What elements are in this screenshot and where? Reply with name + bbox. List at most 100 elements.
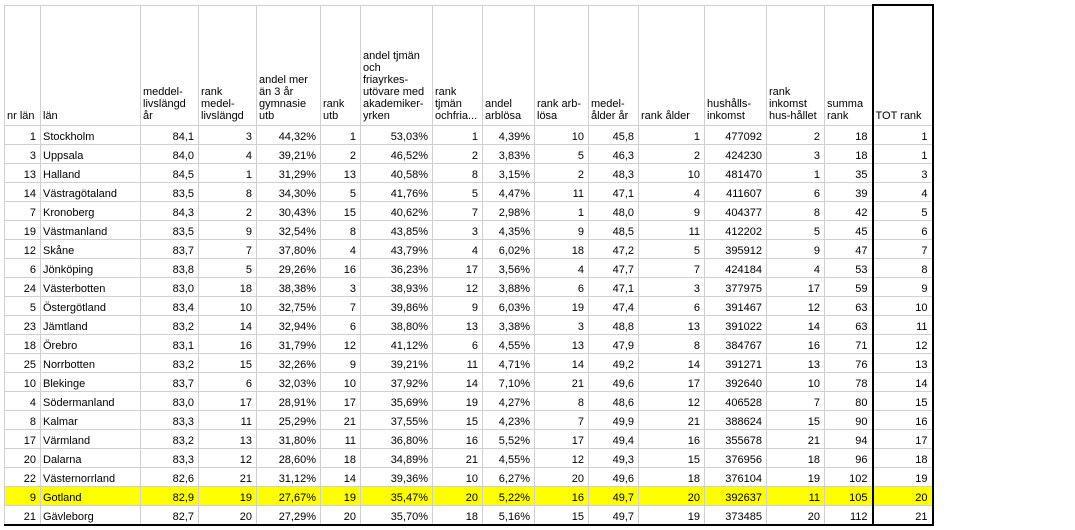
cell: 7 <box>199 239 257 258</box>
cell: Västragötaland <box>41 182 141 201</box>
cell: 13 <box>5 163 41 182</box>
cell: 3 <box>5 144 41 163</box>
cell: 83,2 <box>141 429 199 448</box>
cell: 20 <box>767 505 825 525</box>
cell: 84,5 <box>141 163 199 182</box>
cell: 18 <box>321 448 361 467</box>
cell: 6 <box>5 258 41 277</box>
cell: 43,85% <box>361 220 433 239</box>
table-row: 23Jämtland83,21432,94%638,80%133,38%348,… <box>5 315 933 334</box>
cell: 43,79% <box>361 239 433 258</box>
cell: 13 <box>535 334 589 353</box>
cell: 83,4 <box>141 296 199 315</box>
cell: 9 <box>535 220 589 239</box>
cell: 8 <box>199 182 257 201</box>
cell: 83,1 <box>141 334 199 353</box>
cell: 17 <box>873 429 933 448</box>
cell: 1 <box>321 125 361 144</box>
cell: 40,58% <box>361 163 433 182</box>
cell: 18 <box>433 505 483 525</box>
cell: 3 <box>535 315 589 334</box>
table-row: 10Blekinge83,7632,03%1037,92%147,10%2149… <box>5 372 933 391</box>
cell: 18 <box>199 277 257 296</box>
table-row: 20Dalarna83,31228,60%1834,89%214,55%1249… <box>5 448 933 467</box>
col-header: län <box>41 5 141 125</box>
cell: 112 <box>825 505 873 525</box>
cell: 17 <box>639 372 705 391</box>
cell: 1 <box>199 163 257 182</box>
cell: 8 <box>873 258 933 277</box>
cell: 28,91% <box>257 391 321 410</box>
cell: 14 <box>535 353 589 372</box>
cell: 20 <box>5 448 41 467</box>
cell: 83,5 <box>141 220 199 239</box>
col-header: andel arblösa <box>483 5 535 125</box>
cell: 373485 <box>705 505 767 525</box>
cell: 6 <box>199 372 257 391</box>
cell: 4 <box>535 258 589 277</box>
cell: 19 <box>199 486 257 505</box>
cell: 8 <box>321 220 361 239</box>
cell: 3 <box>199 125 257 144</box>
cell: 36,23% <box>361 258 433 277</box>
cell: 27,67% <box>257 486 321 505</box>
cell: 4 <box>321 239 361 258</box>
col-header: summa rank <box>825 5 873 125</box>
cell: 1 <box>535 201 589 220</box>
cell: Jönköping <box>41 258 141 277</box>
cell: 39,21% <box>257 144 321 163</box>
cell: 37,55% <box>361 410 433 429</box>
cell: 18 <box>639 467 705 486</box>
cell: 4,23% <box>483 410 535 429</box>
cell: 82,7 <box>141 505 199 525</box>
cell: 17 <box>199 391 257 410</box>
cell: 7 <box>873 239 933 258</box>
table-row: 17Värmland83,21331,80%1136,80%165,52%174… <box>5 429 933 448</box>
cell: 35,69% <box>361 391 433 410</box>
cell: Östergötland <box>41 296 141 315</box>
cell: 38,93% <box>361 277 433 296</box>
cell: 391022 <box>705 315 767 334</box>
cell: 12 <box>767 296 825 315</box>
cell: 18 <box>825 144 873 163</box>
cell: 1 <box>767 163 825 182</box>
cell: 90 <box>825 410 873 429</box>
cell: 392637 <box>705 486 767 505</box>
cell: 47,4 <box>589 296 639 315</box>
cell: 38,38% <box>257 277 321 296</box>
cell: 15 <box>873 391 933 410</box>
table-row: 8Kalmar83,31125,29%2137,55%154,23%749,92… <box>5 410 933 429</box>
cell: 39,86% <box>361 296 433 315</box>
cell: 83,7 <box>141 372 199 391</box>
cell: 9 <box>639 201 705 220</box>
cell: Örebro <box>41 334 141 353</box>
table-row: 4Södermanland83,01728,91%1735,69%194,27%… <box>5 391 933 410</box>
cell: 5 <box>873 201 933 220</box>
cell: 25 <box>5 353 41 372</box>
cell: 10 <box>639 163 705 182</box>
cell: 4 <box>433 239 483 258</box>
cell: 48,0 <box>589 201 639 220</box>
cell: 19 <box>433 391 483 410</box>
cell: 21 <box>199 467 257 486</box>
cell: 49,3 <box>589 448 639 467</box>
cell: 12 <box>639 391 705 410</box>
cell: 49,9 <box>589 410 639 429</box>
cell: 4,55% <box>483 334 535 353</box>
cell: Västernorrland <box>41 467 141 486</box>
header-row: nr länlänmeddel-livslängd årrank medel-l… <box>5 5 933 125</box>
cell: Gotland <box>41 486 141 505</box>
cell: 35,70% <box>361 505 433 525</box>
table-row: 7Kronoberg84,3230,43%1540,62%72,98%148,0… <box>5 201 933 220</box>
cell: 25,29% <box>257 410 321 429</box>
table-row: 24Västerbotten83,01838,38%338,93%123,88%… <box>5 277 933 296</box>
cell: 105 <box>825 486 873 505</box>
table-row: 22Västernorrland82,62131,12%1439,36%106,… <box>5 467 933 486</box>
cell: 14 <box>767 315 825 334</box>
cell: 14 <box>321 467 361 486</box>
cell: 34,30% <box>257 182 321 201</box>
cell: 80 <box>825 391 873 410</box>
cell: 355678 <box>705 429 767 448</box>
cell: 31,12% <box>257 467 321 486</box>
cell: 13 <box>433 315 483 334</box>
